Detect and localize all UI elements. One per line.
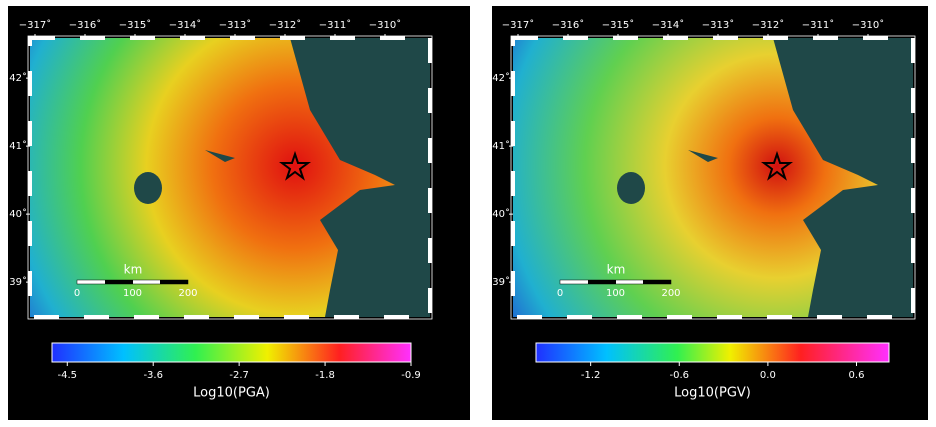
lon-tick-label: −310˚ — [369, 19, 401, 31]
colorbar-label: Log10(PGV) — [674, 386, 751, 401]
scale-bar — [160, 280, 188, 284]
figure: −317˚ −316˚ −315˚ −314˚ −313˚ −312˚ −311˚ −310˚… — [0, 0, 936, 423]
lon-tick-label: −314˚ — [652, 19, 684, 31]
lon-tick-label: −314˚ — [169, 19, 201, 31]
lat-tick-label: 42˚ — [492, 72, 510, 84]
lat-tick-label: 39˚ — [492, 276, 510, 288]
colorbar-tick-label: -2.7 — [229, 370, 249, 381]
scale-unit: km — [607, 263, 626, 277]
colorbar-tick-label: -0.9 — [401, 370, 421, 381]
colorbar — [52, 343, 411, 362]
lon-tick-label: −313˚ — [702, 19, 734, 31]
lat-tick-label: 39˚ — [9, 276, 27, 288]
lat-tick-label: 42˚ — [9, 72, 27, 84]
scale-bar — [643, 280, 671, 284]
colorbar-tick-label: 0.6 — [849, 370, 865, 381]
lon-tick-label: −310˚ — [852, 19, 884, 31]
scale-label: 200 — [178, 288, 197, 299]
colorbar-tick-label: -0.6 — [670, 370, 690, 381]
lon-tick-label: −311˚ — [319, 19, 351, 31]
colorbar-label: Log10(PGA) — [193, 386, 270, 401]
colorbar-tick-label: 0.0 — [760, 370, 776, 381]
colorbar — [536, 343, 889, 362]
scale-bar — [588, 280, 616, 284]
lat-tick-label: 40˚ — [9, 208, 27, 220]
colorbar-tick-label: -1.8 — [315, 370, 335, 381]
scale-label: 0 — [557, 288, 563, 299]
lon-tick-label: −315˚ — [119, 19, 151, 31]
map-right — [513, 38, 913, 317]
lon-tick-label: −315˚ — [602, 19, 634, 31]
lon-tick-label: −316˚ — [552, 19, 584, 31]
lon-tick-label: −316˚ — [69, 19, 101, 31]
map-left — [30, 38, 430, 317]
lat-tick-label: 40˚ — [492, 208, 510, 220]
lon-tick-label: −317˚ — [502, 19, 534, 31]
scale-unit: km — [124, 263, 143, 277]
lon-tick-label: −311˚ — [802, 19, 834, 31]
lon-tick-label: −313˚ — [219, 19, 251, 31]
colorbar-tick-label: -4.5 — [58, 370, 78, 381]
lake — [617, 172, 645, 204]
scale-label: 100 — [606, 288, 625, 299]
scale-label: 0 — [74, 288, 80, 299]
scale-label: 100 — [123, 288, 142, 299]
colorbar-tick-label: -3.6 — [143, 370, 163, 381]
scale-label: 200 — [661, 288, 680, 299]
scale-bar — [105, 280, 133, 284]
lon-tick-label: −317˚ — [19, 19, 51, 31]
colorbar-tick-label: -1.2 — [581, 370, 601, 381]
lat-tick-label: 41˚ — [492, 140, 510, 152]
lon-tick-label: −312˚ — [752, 19, 784, 31]
lake — [134, 172, 162, 204]
lat-tick-label: 41˚ — [9, 140, 27, 152]
lon-tick-label: −312˚ — [269, 19, 301, 31]
